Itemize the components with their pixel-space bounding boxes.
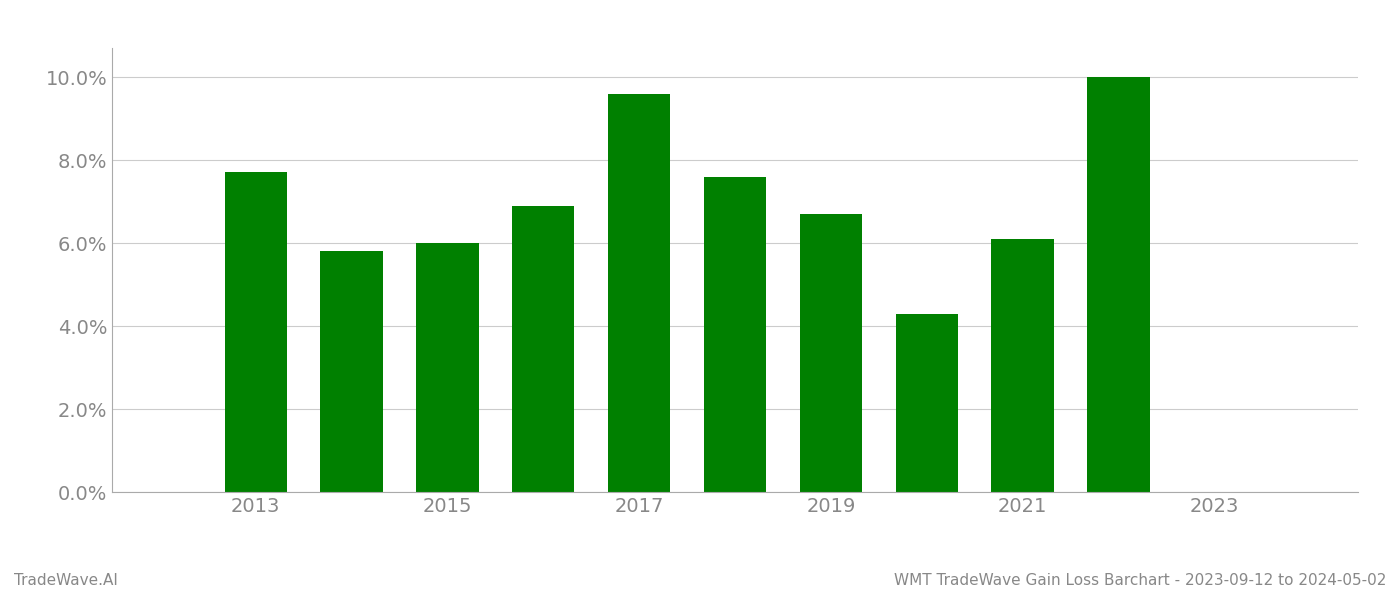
Bar: [1088, 77, 1149, 492]
Bar: [608, 94, 671, 492]
Bar: [321, 251, 382, 492]
Text: TradeWave.AI: TradeWave.AI: [14, 573, 118, 588]
Bar: [224, 172, 287, 492]
Bar: [416, 243, 479, 492]
Bar: [704, 176, 766, 492]
Bar: [896, 314, 958, 492]
Bar: [799, 214, 862, 492]
Bar: [991, 239, 1054, 492]
Text: WMT TradeWave Gain Loss Barchart - 2023-09-12 to 2024-05-02: WMT TradeWave Gain Loss Barchart - 2023-…: [893, 573, 1386, 588]
Bar: [512, 206, 574, 492]
